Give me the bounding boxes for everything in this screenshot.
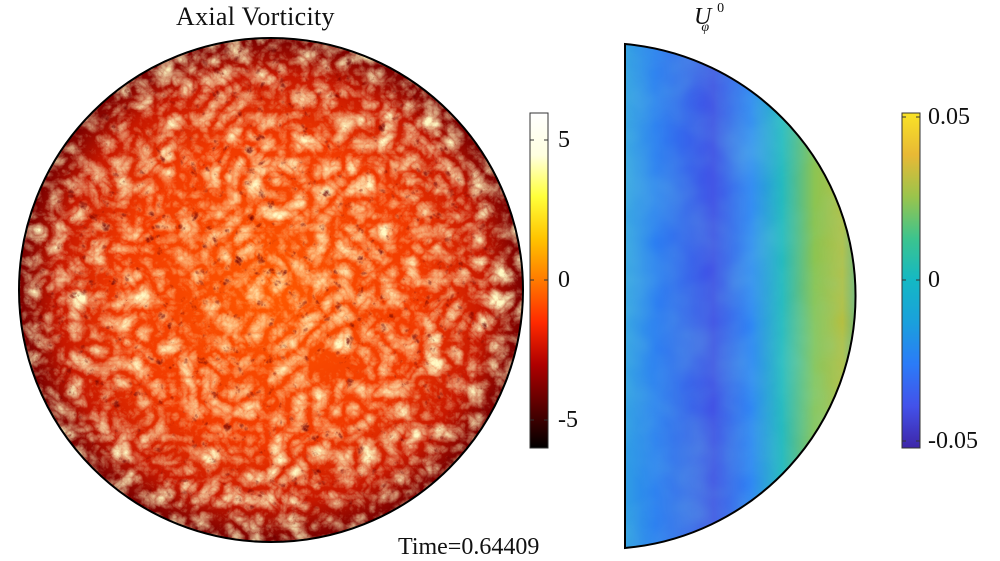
u-phi-tick-0: 0 <box>928 267 940 293</box>
vorticity-disk-outline <box>18 37 524 543</box>
axial-vorticity-title: Axial Vorticity <box>176 2 335 31</box>
vorticity-tick-minus5: -5 <box>558 407 578 433</box>
u-phi-title-superscript: 0 <box>717 1 725 16</box>
time-label: Time=0.64409 <box>398 534 540 560</box>
u-phi-title: Uφ0 <box>694 1 726 35</box>
u-phi-title-main: U <box>694 4 712 30</box>
vorticity-colorbar <box>529 112 549 449</box>
vorticity-tick-5: 5 <box>558 127 570 153</box>
u-phi-title-subscript: φ <box>701 20 710 35</box>
u-phi-half-disk-outline <box>624 42 857 550</box>
u-phi-colorbar <box>901 112 921 449</box>
vorticity-tick-0: 0 <box>558 267 570 293</box>
vorticity-disk <box>19 38 523 542</box>
u-phi-tick-0.05: 0.05 <box>928 104 970 130</box>
u-phi-half-disk <box>625 44 856 548</box>
u-phi-tick-minus0.05: -0.05 <box>928 428 978 454</box>
